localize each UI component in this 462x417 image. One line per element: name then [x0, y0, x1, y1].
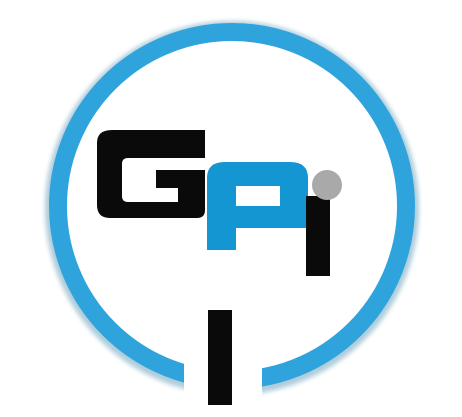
- power-stem: [208, 310, 232, 405]
- letter-i-shape: [306, 196, 330, 276]
- letter-p-shape: [207, 162, 308, 250]
- letter-g-shape: [97, 130, 205, 218]
- grey-dot: [312, 170, 342, 200]
